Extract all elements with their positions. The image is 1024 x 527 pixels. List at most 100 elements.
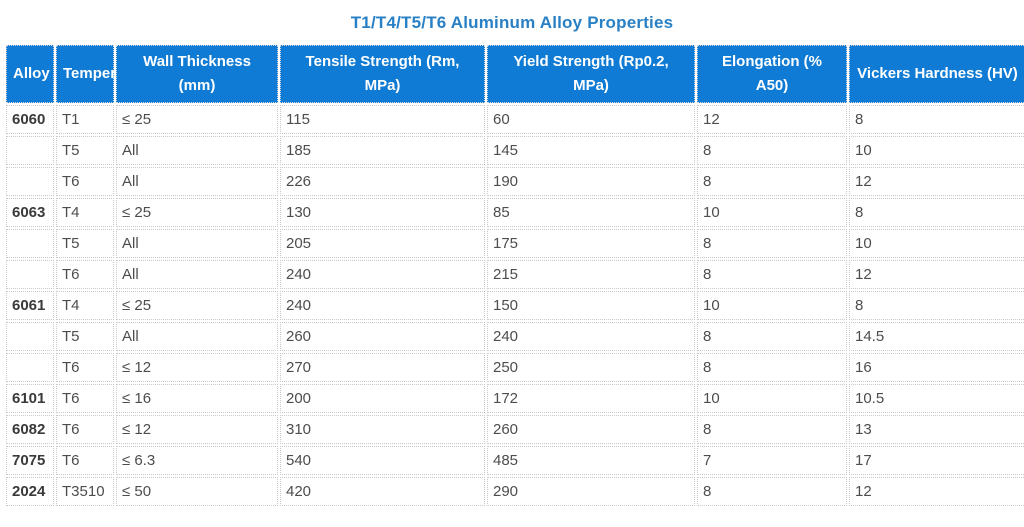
cell-vickers-hardness: 12	[849, 167, 1024, 196]
cell-vickers-hardness: 10.5	[849, 384, 1024, 413]
cell-yield-strength: 260	[487, 415, 695, 444]
cell-vickers-hardness: 10	[849, 229, 1024, 258]
cell-elongation: 12	[697, 105, 847, 134]
cell-vickers-hardness: 8	[849, 291, 1024, 320]
table-row: 7075 T6 ≤ 6.3 540 485 7 17	[6, 446, 1024, 475]
cell-temper: T3510	[56, 477, 114, 506]
cell-wall-thickness: All	[116, 167, 278, 196]
cell-temper: T6	[56, 260, 114, 289]
column-header-elongation: Elongation (% A50)	[697, 45, 847, 103]
cell-tensile-strength: 240	[280, 260, 485, 289]
cell-elongation: 10	[697, 384, 847, 413]
cell-wall-thickness: ≤ 12	[116, 415, 278, 444]
cell-alloy	[6, 260, 54, 289]
cell-vickers-hardness: 13	[849, 415, 1024, 444]
cell-temper: T6	[56, 415, 114, 444]
cell-alloy: 6063	[6, 198, 54, 227]
cell-wall-thickness: ≤ 12	[116, 353, 278, 382]
cell-alloy	[6, 353, 54, 382]
cell-alloy	[6, 136, 54, 165]
table-row: T6 ≤ 12 270 250 8 16	[6, 353, 1024, 382]
table-row: T6 All 226 190 8 12	[6, 167, 1024, 196]
cell-yield-strength: 175	[487, 229, 695, 258]
cell-wall-thickness: ≤ 6.3	[116, 446, 278, 475]
cell-vickers-hardness: 10	[849, 136, 1024, 165]
cell-elongation: 8	[697, 229, 847, 258]
column-header-yield-strength: Yield Strength (Rp0.2, MPa)	[487, 45, 695, 103]
cell-alloy: 6060	[6, 105, 54, 134]
column-header-vickers-hardness: Vickers Hardness (HV)	[849, 45, 1024, 103]
cell-yield-strength: 250	[487, 353, 695, 382]
cell-temper: T6	[56, 353, 114, 382]
alloy-properties-table: Alloy Temper Wall Thickness (mm) Tensile St…	[4, 43, 1024, 508]
cell-elongation: 8	[697, 167, 847, 196]
table-row: 6101 T6 ≤ 16 200 172 10 10.5	[6, 384, 1024, 413]
cell-wall-thickness: All	[116, 136, 278, 165]
table-body: 6060 T1 ≤ 25 115 60 12 8 T5 All 185 145 8 10 T6 All 226…	[6, 105, 1024, 506]
cell-elongation: 8	[697, 477, 847, 506]
cell-vickers-hardness: 14.5	[849, 322, 1024, 351]
cell-temper: T5	[56, 229, 114, 258]
cell-elongation: 8	[697, 353, 847, 382]
table-row: T5 All 185 145 8 10	[6, 136, 1024, 165]
table-row: 2024 T3510 ≤ 50 420 290 8 12	[6, 477, 1024, 506]
cell-wall-thickness: ≤ 25	[116, 105, 278, 134]
cell-yield-strength: 150	[487, 291, 695, 320]
table-row: T6 All 240 215 8 12	[6, 260, 1024, 289]
cell-tensile-strength: 185	[280, 136, 485, 165]
cell-temper: T6	[56, 167, 114, 196]
cell-elongation: 8	[697, 260, 847, 289]
cell-vickers-hardness: 8	[849, 105, 1024, 134]
cell-vickers-hardness: 12	[849, 477, 1024, 506]
cell-alloy	[6, 229, 54, 258]
cell-yield-strength: 85	[487, 198, 695, 227]
cell-elongation: 8	[697, 136, 847, 165]
table-row: 6061 T4 ≤ 25 240 150 10 8	[6, 291, 1024, 320]
cell-yield-strength: 172	[487, 384, 695, 413]
table-row: 6082 T6 ≤ 12 310 260 8 13	[6, 415, 1024, 444]
cell-vickers-hardness: 16	[849, 353, 1024, 382]
cell-vickers-hardness: 8	[849, 198, 1024, 227]
cell-alloy	[6, 322, 54, 351]
column-header-temper: Temper	[56, 45, 116, 103]
cell-tensile-strength: 200	[280, 384, 485, 413]
cell-tensile-strength: 205	[280, 229, 485, 258]
cell-vickers-hardness: 12	[849, 260, 1024, 289]
cell-elongation: 8	[697, 322, 847, 351]
table-row: 6063 T4 ≤ 25 130 85 10 8	[6, 198, 1024, 227]
cell-elongation: 10	[697, 198, 847, 227]
cell-tensile-strength: 310	[280, 415, 485, 444]
page-title: T1/T4/T5/T6 Aluminum Alloy Properties	[350, 13, 674, 32]
cell-tensile-strength: 226	[280, 167, 485, 196]
cell-tensile-strength: 240	[280, 291, 485, 320]
cell-yield-strength: 290	[487, 477, 695, 506]
cell-elongation: 8	[697, 415, 847, 444]
cell-temper: T5	[56, 322, 114, 351]
cell-yield-strength: 60	[487, 105, 695, 134]
cell-yield-strength: 145	[487, 136, 695, 165]
cell-tensile-strength: 420	[280, 477, 485, 506]
page: T1/T4/T5/T6 Aluminum Alloy Properties Al…	[0, 13, 1024, 508]
cell-tensile-strength: 540	[280, 446, 485, 475]
cell-wall-thickness: All	[116, 322, 278, 351]
cell-wall-thickness: ≤ 25	[116, 198, 278, 227]
cell-temper: T1	[56, 105, 114, 134]
cell-alloy: 2024	[6, 477, 54, 506]
cell-alloy: 6101	[6, 384, 54, 413]
cell-wall-thickness: ≤ 25	[116, 291, 278, 320]
cell-temper: T5	[56, 136, 114, 165]
cell-alloy: 6082	[6, 415, 54, 444]
cell-tensile-strength: 260	[280, 322, 485, 351]
table-row: 6060 T1 ≤ 25 115 60 12 8	[6, 105, 1024, 134]
cell-wall-thickness: ≤ 16	[116, 384, 278, 413]
table-header: Alloy Temper Wall Thickness (mm) Tensile St…	[6, 45, 1024, 103]
cell-temper: T4	[56, 198, 114, 227]
table-header-row: Alloy Temper Wall Thickness (mm) Tensile St…	[6, 45, 1024, 103]
column-header-wall-thickness: Wall Thickness (mm)	[116, 45, 278, 103]
cell-elongation: 7	[697, 446, 847, 475]
column-header-tensile-strength: Tensile Strength (Rm, MPa)	[280, 45, 485, 103]
column-header-alloy: Alloy	[6, 45, 54, 103]
cell-yield-strength: 240	[487, 322, 695, 351]
cell-vickers-hardness: 17	[849, 446, 1024, 475]
cell-yield-strength: 190	[487, 167, 695, 196]
